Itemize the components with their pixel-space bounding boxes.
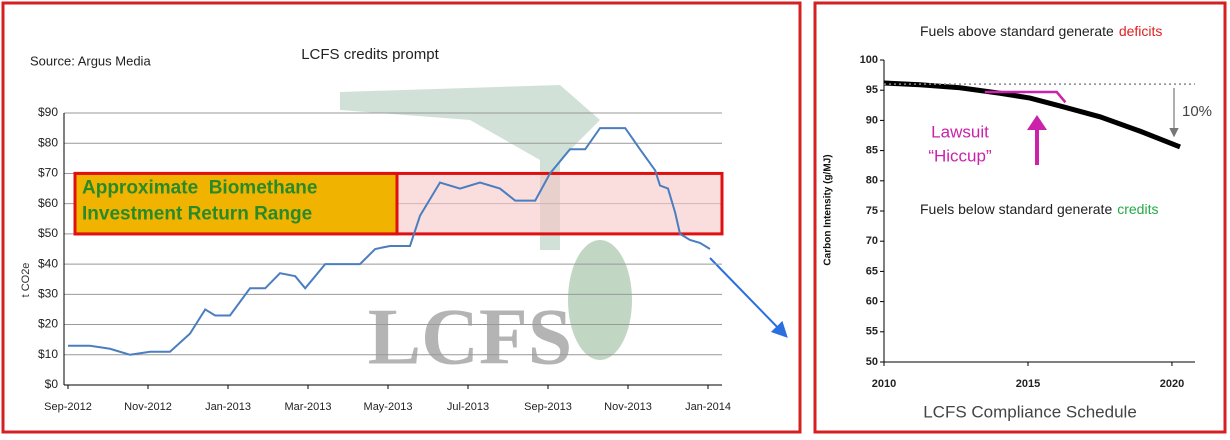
annotation: 10% xyxy=(1182,103,1212,120)
y-tick-label: $20 xyxy=(38,317,58,331)
y-tick-label: $90 xyxy=(38,105,58,119)
annotation: Investment Return Range xyxy=(82,203,312,224)
y-tick-label: $10 xyxy=(38,347,58,361)
annotation: Approximate Biomethane xyxy=(82,177,317,198)
y-tick-label: $30 xyxy=(38,287,58,301)
y-tick-label: $80 xyxy=(38,135,58,149)
annotation-highlight: credits xyxy=(1117,201,1158,217)
y-tick-label: 55 xyxy=(866,326,878,338)
annotation-text: Fuels below standard generate xyxy=(920,201,1112,217)
x-tick-label: 2020 xyxy=(1160,378,1184,390)
y-tick-label: 75 xyxy=(866,205,878,217)
y-tick-label: 60 xyxy=(866,296,878,308)
x-tick-label: Sep-2012 xyxy=(44,401,92,413)
y-tick-label: 95 xyxy=(866,84,878,96)
leaf-illustration xyxy=(568,240,632,360)
annotation-highlight: deficits xyxy=(1119,23,1163,39)
annotation: Fuels below standard generate credits xyxy=(920,201,1158,217)
x-axis-label: LCFS Compliance Schedule xyxy=(923,402,1137,421)
page: Source: Argus Media LCFS credits prompt … xyxy=(0,0,1230,435)
x-tick-label: Mar-2013 xyxy=(284,401,331,413)
chart-title: LCFS credits prompt xyxy=(301,46,439,63)
annotation-text: Fuels above standard generate xyxy=(920,23,1114,39)
y-tick-label: 85 xyxy=(866,145,878,157)
annotation: Fuels above standard generate deficits xyxy=(920,23,1162,39)
x-tick-label: Nov-2013 xyxy=(604,401,652,413)
y-tick-label: $0 xyxy=(45,377,59,391)
annotation: “Hiccup” xyxy=(928,146,992,165)
x-tick-label: Jan-2014 xyxy=(685,401,731,413)
y-tick-label: 50 xyxy=(866,356,878,368)
y-tick-label: $70 xyxy=(38,166,58,180)
x-tick-label: Sep-2013 xyxy=(524,401,572,413)
x-tick-label: Nov-2012 xyxy=(124,401,172,413)
x-tick-label: 2010 xyxy=(872,378,896,390)
y-tick-label: $60 xyxy=(38,196,58,210)
watermark: LCFS xyxy=(368,293,573,381)
annotation: Lawsuit xyxy=(931,122,989,141)
y-axis-label: Carbon Intensity (g/MJ) xyxy=(823,154,834,265)
y-tick-label: 90 xyxy=(866,114,878,126)
x-tick-label: Jul-2013 xyxy=(447,401,489,413)
y-tick-label: 100 xyxy=(860,54,878,66)
y-tick-label: $50 xyxy=(38,226,58,240)
y-axis-label: t CO2e xyxy=(20,263,32,298)
x-tick-label: 2015 xyxy=(1016,378,1040,390)
y-tick-label: 80 xyxy=(866,175,878,187)
y-tick-label: 70 xyxy=(866,235,878,247)
x-tick-label: May-2013 xyxy=(364,401,413,413)
x-tick-label: Jan-2013 xyxy=(205,401,251,413)
source: Source: Argus Media xyxy=(30,53,151,68)
y-tick-label: 65 xyxy=(866,265,878,277)
y-tick-label: $40 xyxy=(38,256,58,270)
